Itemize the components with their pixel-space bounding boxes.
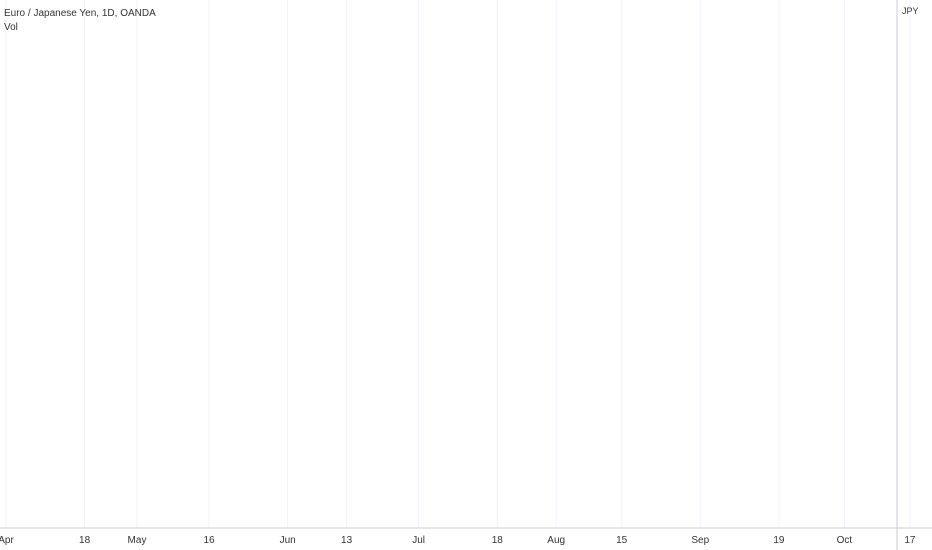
- x-tick-label: Sep: [691, 535, 709, 546]
- x-tick-label: Aug: [547, 535, 565, 546]
- volume-label: Vol: [4, 22, 18, 33]
- symbol-title: Euro / Japanese Yen, 1D, OANDA: [4, 8, 156, 19]
- x-tick-label: Jun: [280, 535, 296, 546]
- x-tick-label: 17: [904, 535, 916, 546]
- x-tick-label: Oct: [837, 535, 853, 546]
- x-tick-label: 19: [773, 535, 785, 546]
- currency-label: JPY: [902, 6, 919, 16]
- x-tick-label: 13: [341, 535, 353, 546]
- x-tick-label: 18: [492, 535, 504, 546]
- x-tick-label: May: [128, 535, 147, 546]
- x-tick-label: 18: [79, 535, 91, 546]
- x-tick-label: Jul: [412, 535, 425, 546]
- x-tick-label: Apr: [0, 535, 14, 546]
- x-tick-label: 15: [616, 535, 628, 546]
- x-tick-label: 16: [203, 535, 215, 546]
- time-axis: Apr 18 May 16 Jun 13 Jul 18 Aug 15 Sep 19 Oct 17: [0, 535, 916, 546]
